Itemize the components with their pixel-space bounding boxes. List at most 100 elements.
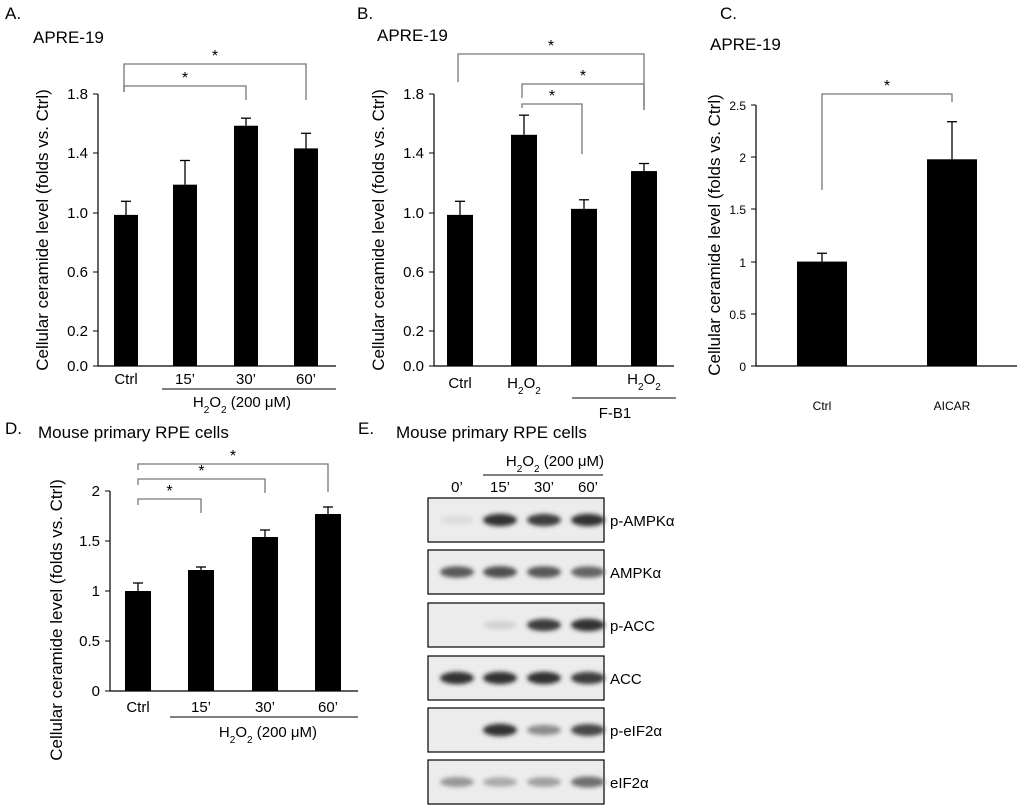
blot-row: ACC [427,655,642,701]
blot-band [571,513,605,527]
panel-d-label: D. [5,419,22,438]
chart-2: 0 0.5 1 1.5 2 2.5 Ctrl AICAR * [729,78,1017,413]
y-tick-label: 1.4 [67,145,88,162]
blot-band [571,618,605,632]
blot-band [483,566,517,578]
significance-bracket [123,85,247,100]
y-tick-label: 0.0 [403,358,424,375]
y-tick-label: 0.0 [67,358,88,375]
significance-star: * [166,483,172,500]
x-tick-label: Ctrl [126,699,149,716]
x-tick-label: AICAR [934,399,971,413]
x-tick-label: Ctrl [114,371,137,388]
blot-band [483,513,517,527]
bar [234,125,258,366]
panel-e-group-label: H2O2 (200 μM) [506,453,604,475]
y-tick-label: 0 [739,360,746,374]
significance-star: * [182,70,188,87]
blot-band [571,776,605,788]
panel-b-title: APRE-19 [377,26,448,45]
significance-star: * [198,463,204,480]
significance-bracket [137,498,202,513]
blot-label: p-ACC [610,618,655,635]
significance-bracket [457,53,645,110]
significance-bracket [137,478,266,493]
bar [927,159,977,366]
panel-d: D. Mouse primary RPE cells Cellular cera… [5,419,358,761]
x-tick-label: 30’ [255,699,275,716]
panel-b: B. APRE-19 Cellular ceramide level (fold… [357,4,676,422]
blot-band [440,671,474,685]
bar [797,261,847,366]
blot-band [527,618,561,632]
significance-bracket [821,93,953,190]
y-tick-label: 1.8 [403,86,424,103]
bar-charts: 0.0 0.2 0.6 1.0 1.4 1.8 Ctrl 15’ 30’ 60’ * * 0.0 0.2 0… [67,38,1017,716]
chart-3: 0 0.5 1 1.5 2 Ctrl 15’ 30’ 60’ * * * [79,448,358,716]
panel-c-label: C. [720,4,737,23]
x-tick-label: 15’ [191,699,211,716]
blot-label: p-eIF2α [610,723,662,740]
x-tick-label: Ctrl [448,375,471,392]
panel-d-title: Mouse primary RPE cells [38,423,229,442]
panel-a-group-label: H2O2 (200 μM) [193,394,291,416]
bar [173,184,197,366]
y-tick-label: 1.0 [67,205,88,222]
significance-bracket [137,463,329,492]
western-blots: p-AMPKα AMPKα p-ACC ACC p-eIF2α eIF2α [427,497,675,805]
y-tick-label: 0.6 [67,264,88,281]
y-tick-label: 2 [739,151,746,165]
blot-band [483,620,517,630]
y-tick-label: 0.5 [79,633,100,650]
blot-row: p-AMPKα [427,497,675,543]
blot-band [483,723,517,737]
lane-labels: 0’ 15’ 30’ 60’ [451,479,598,496]
bar [294,148,318,366]
y-tick-label: 1 [92,583,100,600]
x-tick-label: 60’ [296,371,316,388]
lane-label: 60’ [578,479,598,496]
blot-row: p-ACC [427,602,655,648]
y-tick-label: 1.0 [403,205,424,222]
y-tick-label: 1.5 [79,533,100,550]
bar [125,591,151,691]
panel-d-ylabel: Cellular ceramide level (folds vs. Ctrl) [47,479,66,761]
significance-star: * [212,48,218,65]
panel-c-ylabel: Cellular ceramide level (folds vs. Ctrl) [705,94,724,376]
y-tick-label: 0 [92,683,100,700]
significance-star: * [230,448,236,465]
panel-a-ylabel: Cellular ceramide level (folds vs. Ctrl) [33,89,52,371]
x-tick-label: 15’ [175,371,195,388]
bar [114,214,138,366]
blot-band [527,724,561,736]
blot-band [483,777,517,787]
panel-a-title: APRE-19 [33,28,104,47]
x-tick-label: H2O2 [627,371,661,393]
blot-label: p-AMPKα [610,513,675,530]
panel-b-ylabel: Cellular ceramide level (folds vs. Ctrl) [369,89,388,371]
panel-b-group-label: F-B1 [599,405,632,422]
x-tick-label: H2O2 [507,375,541,397]
y-tick-label: 0.2 [67,323,88,340]
significance-star: * [580,68,586,85]
bar [447,214,473,366]
panel-e-label: E. [358,419,374,438]
significance-bracket [521,103,583,154]
blot-band [527,513,561,527]
y-tick-label: 0.6 [403,264,424,281]
y-tick-label: 0.2 [403,323,424,340]
panel-a-label: A. [5,4,21,23]
blot-band [527,566,561,578]
significance-star: * [884,78,890,95]
lane-label: 15’ [490,479,510,496]
y-tick-label: 1.8 [67,86,88,103]
y-tick-label: 0.5 [729,308,746,322]
y-tick-label: 1 [739,256,746,270]
bar [315,514,341,691]
blot-band [527,777,561,787]
significance-star: * [548,38,554,55]
blot-band [571,724,605,736]
panel-e: E. Mouse primary RPE cells H2O2 (200 μM)… [358,419,675,805]
blot-row: p-eIF2α [427,707,662,753]
